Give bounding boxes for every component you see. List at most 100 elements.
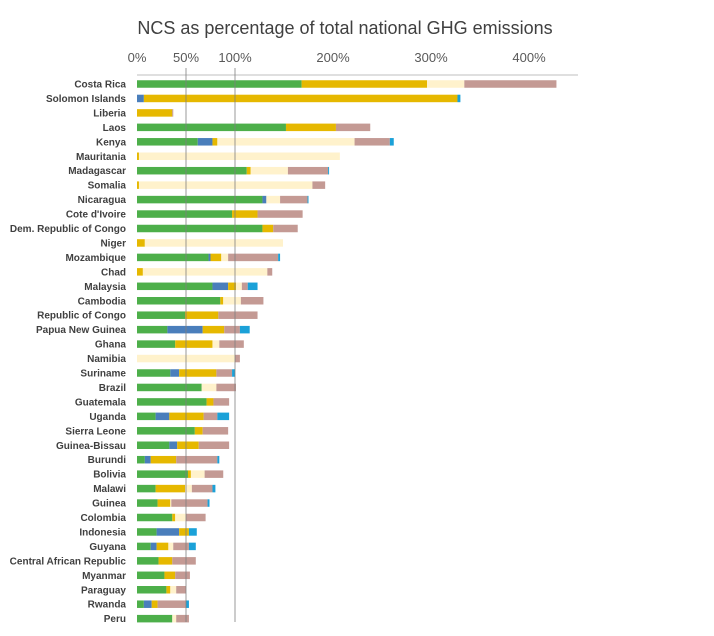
- bar-segment: [427, 80, 465, 88]
- bar-segment: [137, 166, 247, 175]
- bar-segment: [169, 441, 178, 449]
- bar-segment: [157, 499, 171, 507]
- bar-segment: [177, 441, 199, 449]
- category-label: Solomon Islands: [46, 94, 126, 105]
- bar-segment: [151, 600, 158, 608]
- bar-segment: [273, 224, 298, 233]
- bar-segment: [150, 542, 157, 551]
- bar-segment: [198, 441, 230, 449]
- bar-segment: [191, 484, 213, 493]
- bar-segment: [142, 268, 268, 276]
- bar-segment: [172, 109, 174, 117]
- bar-segment: [267, 268, 273, 276]
- bar-segment: [137, 369, 171, 377]
- bar-segment: [204, 470, 224, 478]
- category-label: Guinea: [92, 499, 126, 510]
- category-label: Laos: [103, 123, 127, 134]
- bar-segment: [137, 152, 139, 160]
- bar-segment: [246, 166, 251, 175]
- bar-segment: [137, 94, 144, 103]
- category-label: Ghana: [95, 340, 127, 351]
- category-label: Guyana: [89, 542, 126, 553]
- bar-segment: [262, 224, 274, 233]
- bar-segment: [158, 557, 173, 565]
- bar-segment: [156, 528, 180, 536]
- category-label: Colombia: [80, 513, 126, 524]
- bar-segment: [137, 513, 173, 522]
- category-label: Bolivia: [93, 470, 126, 481]
- bar-segment: [137, 557, 159, 565]
- bar-segment: [173, 542, 189, 551]
- bar-segment: [137, 123, 286, 132]
- bar-segment: [457, 94, 461, 103]
- category-label: Malawi: [93, 484, 126, 495]
- category-label: Sierra Leone: [65, 426, 126, 437]
- x-tick-label: 400%: [512, 50, 546, 65]
- bar-segment: [207, 499, 210, 507]
- bar-segment: [190, 470, 205, 478]
- bar-segment: [170, 586, 177, 594]
- bar-segment: [179, 369, 217, 377]
- category-label: Rwanda: [88, 600, 127, 611]
- bar-segment: [169, 412, 204, 421]
- bar-segment: [240, 297, 264, 305]
- bar-segment: [137, 181, 139, 189]
- bar-segment: [250, 166, 288, 175]
- bar-segment: [137, 528, 157, 536]
- bar-segment: [185, 311, 219, 319]
- category-label: Niger: [100, 238, 126, 249]
- bar-segment: [216, 383, 236, 392]
- bar-segment: [137, 441, 170, 449]
- bar-segment: [257, 210, 303, 218]
- bar-segment: [221, 253, 229, 262]
- bar-segment: [137, 268, 143, 276]
- bar-segment: [144, 455, 151, 464]
- category-label: Myanmar: [82, 571, 126, 582]
- x-tick-label: 50%: [173, 50, 199, 65]
- bar-segment: [137, 80, 302, 88]
- reference-lines: [185, 68, 236, 622]
- bar-segment: [175, 340, 213, 348]
- bar-segment: [307, 195, 309, 204]
- category-label: Nicaragua: [78, 195, 127, 206]
- category-label: Malaysia: [84, 282, 126, 293]
- bar-segment: [155, 484, 186, 493]
- bar-segment: [464, 80, 557, 88]
- bar-segment: [137, 311, 186, 319]
- bar-segment: [137, 282, 213, 291]
- bar-segment: [228, 282, 236, 291]
- bar-segment: [247, 282, 258, 291]
- bar-segment: [168, 542, 174, 551]
- x-tick-label: 200%: [316, 50, 350, 65]
- bar-segment: [232, 210, 258, 218]
- bar-segment: [150, 455, 177, 464]
- bar-segment: [212, 282, 229, 291]
- bar-segment: [167, 325, 203, 334]
- category-label: Liberia: [93, 108, 126, 119]
- bar-segment: [143, 94, 458, 103]
- category-label: Dem. Republic of Congo: [10, 224, 126, 235]
- bar-segment: [175, 571, 190, 580]
- category-label: Somalia: [88, 181, 127, 192]
- x-tick-labels: 0% 50% 100% 200% 300% 400%: [128, 50, 546, 65]
- bar-segment: [137, 600, 144, 608]
- bar-segment: [280, 195, 308, 204]
- bar-segment: [137, 138, 198, 146]
- bar-segment: [137, 614, 173, 623]
- chart-title: NCS as percentage of total national GHG …: [137, 18, 552, 38]
- bar-segment: [232, 369, 235, 377]
- bar-segment: [166, 586, 171, 594]
- x-tick-label: 100%: [218, 50, 252, 65]
- bar-segment: [223, 297, 241, 305]
- bar-segment: [176, 455, 218, 464]
- bar-segment: [156, 542, 169, 551]
- bar-segment: [194, 427, 203, 435]
- category-label: Cambodia: [78, 296, 127, 307]
- category-label: Peru: [104, 614, 126, 625]
- bar-segment: [188, 542, 196, 551]
- category-label: Uganda: [89, 412, 126, 423]
- category-label: Mauritania: [76, 152, 126, 163]
- bar-segment: [217, 138, 355, 146]
- bar-segment: [224, 325, 240, 334]
- bar-segment: [137, 484, 156, 493]
